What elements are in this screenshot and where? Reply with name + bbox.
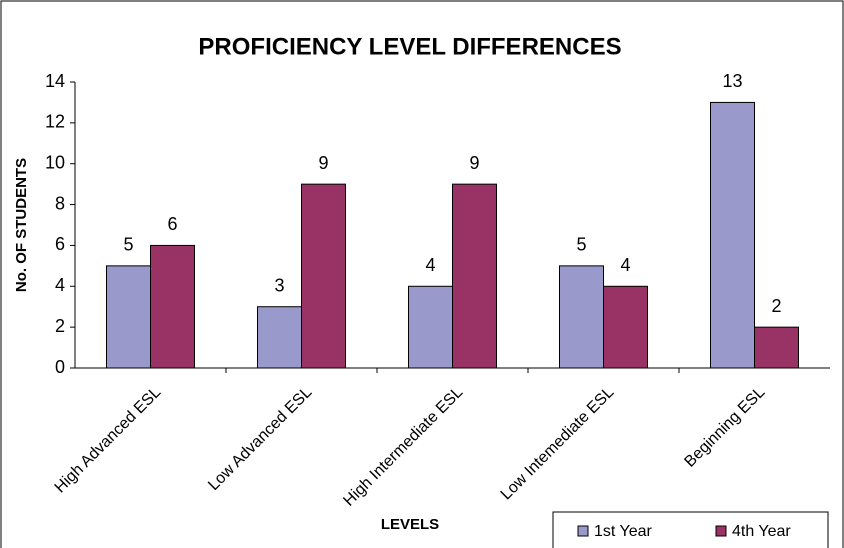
bar: [408, 285, 453, 369]
legend-box: [552, 511, 829, 548]
data-label: 9: [469, 153, 479, 173]
x-axis-label: LEVELS: [381, 516, 439, 533]
bar: [150, 244, 195, 369]
data-label: 3: [274, 275, 284, 295]
y-tick-label: 12: [45, 112, 65, 132]
data-label: 4: [425, 255, 435, 275]
data-label: 5: [123, 235, 133, 255]
bar: [559, 265, 604, 369]
data-label: 13: [722, 71, 742, 91]
bar: [106, 265, 151, 369]
data-label: 9: [318, 153, 328, 173]
data-label: 2: [771, 296, 781, 316]
y-tick-label: 2: [55, 316, 65, 336]
y-tick-label: 10: [45, 152, 65, 172]
bar: [603, 285, 648, 369]
y-tick-label: 14: [45, 71, 65, 91]
y-tick-label: 0: [55, 357, 65, 377]
legend-label: 4th Year: [732, 523, 791, 540]
legend-swatch: [577, 525, 589, 537]
data-label: 5: [576, 235, 586, 255]
bar: [301, 183, 346, 369]
chart-title: PROFICIENCY LEVEL DIFFERENCES: [198, 33, 621, 60]
bar: [452, 183, 497, 369]
legend-swatch: [715, 525, 727, 537]
y-axis-label: No. OF STUDENTS: [13, 158, 30, 292]
y-tick-label: 6: [55, 234, 65, 254]
legend-label: 1st Year: [594, 523, 653, 540]
y-tick-label: 4: [55, 275, 65, 295]
data-label: 4: [620, 255, 630, 275]
bar: [257, 306, 302, 369]
data-label: 6: [167, 214, 177, 234]
bar: [754, 326, 799, 369]
y-tick-label: 8: [55, 193, 65, 213]
bar: [710, 101, 755, 369]
